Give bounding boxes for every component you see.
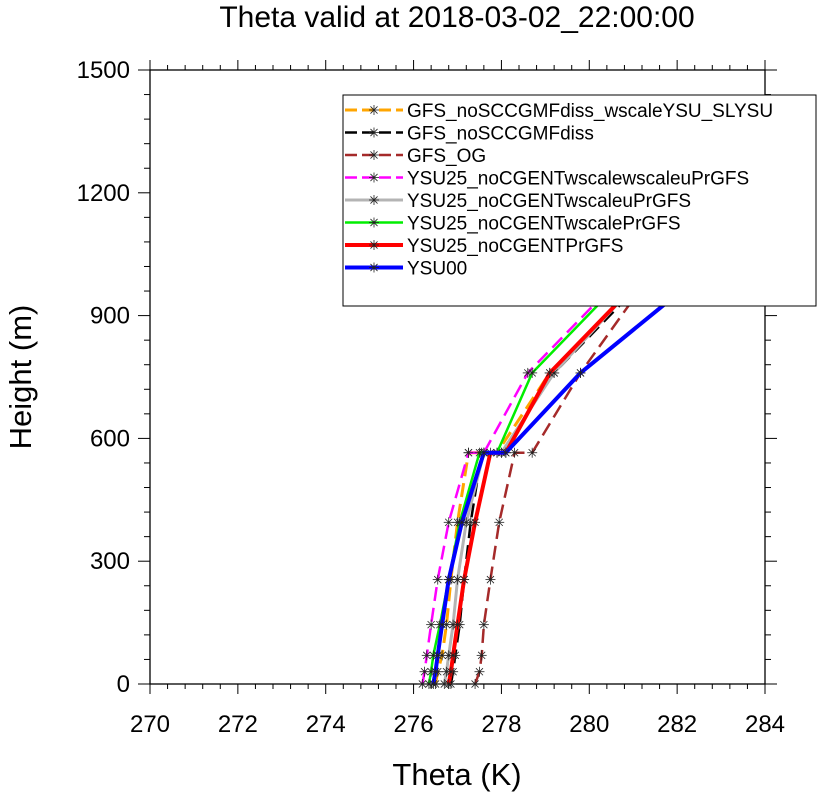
y-tick-label: 900 xyxy=(90,303,130,330)
legend-label: GFS_noSCCGMFdiss xyxy=(407,124,594,145)
data-point xyxy=(448,650,459,661)
legend-label: YSU25_noCGENTPrGFS xyxy=(407,236,623,257)
data-point xyxy=(494,517,505,528)
data-point xyxy=(432,574,443,585)
data-point xyxy=(474,666,485,677)
axes: 270 272 274 276 278 280 282 284 0 300 600 900 1200 15… xyxy=(77,57,785,738)
series-8 xyxy=(428,217,767,689)
data-point xyxy=(476,650,487,661)
legend-marker xyxy=(369,262,379,273)
legend-label: GFS_OG xyxy=(407,146,486,167)
legend-entry: YSU00 xyxy=(345,259,467,280)
x-tick-label: 270 xyxy=(130,711,170,738)
legend-entry: GFS_OG xyxy=(345,146,486,167)
legend-box xyxy=(342,94,817,307)
legend-entry: YSU25_noCGENTwscalePrGFS xyxy=(345,214,681,235)
x-axis-label: Theta (K) xyxy=(392,757,521,792)
data-point xyxy=(500,447,511,458)
legend-label: YSU00 xyxy=(407,259,467,280)
series-line xyxy=(473,171,766,685)
x-tick-label: 276 xyxy=(394,711,434,738)
data-point xyxy=(430,666,441,677)
legend-label: GFS_noSCCGMFdiss_wscaleYSU_SLYSU xyxy=(407,101,773,122)
data-point xyxy=(443,679,454,689)
data-point xyxy=(432,650,443,661)
legend-marker xyxy=(369,240,379,250)
data-point xyxy=(417,679,428,689)
data-point xyxy=(437,619,448,630)
plot-frame xyxy=(149,69,766,685)
x-tick-label: 274 xyxy=(306,711,346,738)
data-point xyxy=(456,517,467,528)
y-tick-label: 600 xyxy=(90,425,130,452)
legend-marker xyxy=(369,127,379,138)
legend-label: YSU25_noCGENTwscaleuPrGFS xyxy=(407,191,691,212)
data-point xyxy=(459,574,470,585)
data-point xyxy=(470,517,481,528)
data-point xyxy=(445,666,456,677)
data-point xyxy=(575,367,586,378)
data-point xyxy=(509,447,520,458)
x-tick-label: 278 xyxy=(481,711,521,738)
data-point xyxy=(478,619,489,630)
data-point xyxy=(452,619,463,630)
legend-marker xyxy=(369,150,379,160)
x-tick-label: 272 xyxy=(218,711,258,738)
y-tick-label: 1200 xyxy=(77,180,130,207)
x-tick-label: 282 xyxy=(657,711,697,738)
legend-entry: GFS_noSCCGMFdiss_wscaleYSU_SLYSU xyxy=(345,101,773,122)
data-point xyxy=(478,447,489,458)
data-point xyxy=(443,517,454,528)
x-tick-label: 284 xyxy=(745,711,785,738)
y-axis-label: Height (m) xyxy=(3,305,38,450)
chart-title: Theta valid at 2018-03-02_22:00:00 xyxy=(219,1,694,34)
data-point xyxy=(463,447,474,458)
data-point xyxy=(485,574,496,585)
data-point xyxy=(544,367,555,378)
y-tick-label: 1500 xyxy=(77,57,130,84)
data-point xyxy=(428,679,439,689)
legend-entry: YSU25_noCGENTwscaleuPrGFS xyxy=(345,191,691,212)
data-point xyxy=(470,679,481,689)
legend-entry: GFS_noSCCGMFdiss xyxy=(345,124,594,145)
x-tick-label: 280 xyxy=(569,711,609,738)
legend-label: YSU25_noCGENTwscalePrGFS xyxy=(407,214,681,235)
legend-marker xyxy=(369,217,379,228)
data-point xyxy=(527,367,538,378)
data-point xyxy=(443,574,454,585)
series-line xyxy=(421,155,766,685)
legend-entry: YSU25_noCGENTwscalewscaleuPrGFS xyxy=(345,169,749,190)
series-line xyxy=(434,171,766,685)
legend-entry: YSU25_noCGENTPrGFS xyxy=(345,236,623,257)
y-tick-label: 300 xyxy=(90,548,130,575)
legend-marker xyxy=(369,105,379,115)
series-layer xyxy=(417,146,767,689)
legend-label: YSU25_noCGENTwscalewscaleuPrGFS xyxy=(407,169,749,190)
data-point xyxy=(426,619,437,630)
legend-marker xyxy=(369,172,379,183)
legend: GFS_noSCCGMFdiss_wscaleYSU_SLYSUGFS_noSC… xyxy=(342,94,817,307)
data-point xyxy=(527,447,538,458)
y-tick-label: 0 xyxy=(117,671,130,698)
legend-marker xyxy=(369,195,379,205)
